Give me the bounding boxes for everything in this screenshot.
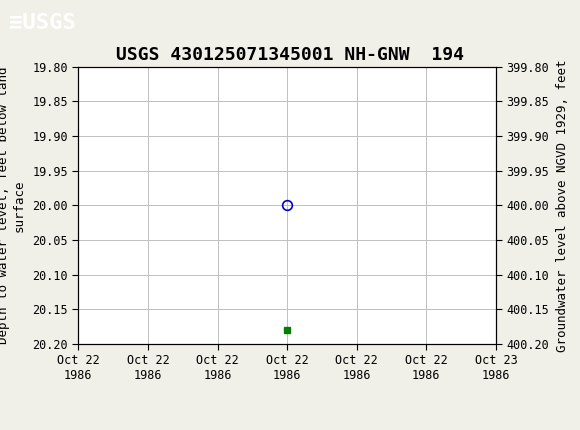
Y-axis label: Depth to water level, feet below land
surface: Depth to water level, feet below land su… [0,67,26,344]
Text: ≡USGS: ≡USGS [9,12,75,33]
Text: USGS 430125071345001 NH-GNW  194: USGS 430125071345001 NH-GNW 194 [116,46,464,64]
Y-axis label: Groundwater level above NGVD 1929, feet: Groundwater level above NGVD 1929, feet [556,59,569,352]
